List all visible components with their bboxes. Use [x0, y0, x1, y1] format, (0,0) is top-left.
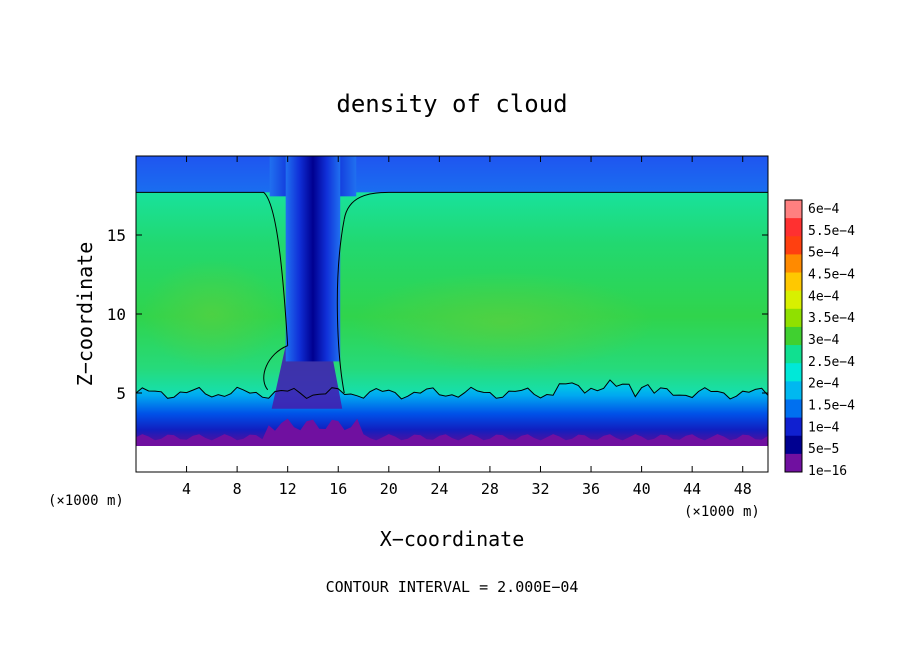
cloud-core-left [141, 259, 282, 369]
colorbar-label: 3e−4 [808, 333, 839, 348]
colorbar-frame [784, 199, 803, 473]
y-tick-label: 10 [107, 305, 126, 324]
cloud-core-right [352, 271, 653, 372]
x-tick-label: 8 [233, 480, 242, 498]
x-tick-label: 40 [633, 480, 651, 498]
x-unit-left: (×1000 m) [48, 493, 124, 509]
x-tick-label: 16 [329, 480, 347, 498]
colorbar-segment [785, 326, 802, 346]
colorbar: 6e−4 5.5e−4 5e−4 4.5e−4 4e−4 3.5e−4 3e−4 2.5e−4… [784, 199, 855, 479]
purple-fringe [136, 418, 768, 446]
colorbar-segment [785, 200, 802, 219]
colorbar-label: 2e−4 [808, 377, 839, 392]
y-tick-label: 5 [116, 384, 126, 403]
colorbar-label: 6e−4 [808, 202, 839, 217]
x-axis-label: X−coordinate [380, 527, 525, 551]
colorbar-segment [785, 345, 802, 364]
colorbar-segment [785, 218, 802, 237]
x-tick-label: 28 [481, 480, 499, 498]
colorbar-segment [785, 399, 802, 419]
colorbar-segment [785, 254, 802, 274]
x-tick-label: 24 [430, 480, 448, 498]
x-tick-label: 44 [683, 480, 701, 498]
contour-column-right [336, 219, 345, 394]
clear-column-core [285, 156, 341, 362]
x-ticks: 4 8 12 16 20 24 28 32 36 40 44 48 [182, 156, 752, 498]
colorbar-label: 5e−5 [808, 442, 839, 457]
colorbar-segment [785, 236, 802, 255]
contour-top [136, 191, 768, 346]
chart-title: density of cloud [336, 90, 567, 118]
x-tick-label: 12 [279, 480, 297, 498]
contour-base [136, 379, 768, 400]
colorbar-segment [785, 453, 802, 473]
x-tick-label: 32 [531, 480, 549, 498]
colorbar-label: 1e−16 [808, 464, 847, 479]
x-tick-label: 36 [582, 480, 600, 498]
colorbar-segment [785, 381, 802, 400]
x-tick-label: 4 [182, 480, 191, 498]
x-unit-right: (×1000 m) [684, 504, 760, 520]
colorbar-label: 5.5e−4 [808, 224, 855, 239]
colorbar-segment [785, 308, 802, 328]
colorbar-label: 2.5e−4 [808, 355, 855, 370]
x-tick-label: 20 [380, 480, 398, 498]
plot-field [136, 156, 768, 472]
colorbar-segment [785, 272, 802, 292]
colorbar-label: 4e−4 [808, 289, 839, 304]
contour-column-left [263, 345, 288, 391]
colorbar-label: 5e−4 [808, 246, 839, 261]
y-tick-label: 15 [107, 226, 126, 245]
y-ticks: 5 10 15 [107, 226, 768, 403]
y-axis-label: Z−coordinate [73, 242, 97, 387]
colorbar-segment [785, 435, 802, 455]
colorbar-label: 4.5e−4 [808, 268, 855, 283]
colorbar-segment [785, 290, 802, 310]
x-tick-label: 48 [734, 480, 752, 498]
colorbar-label: 1.5e−4 [808, 399, 855, 414]
contour-interval-note: CONTOUR INTERVAL = 2.000E−04 [326, 578, 579, 596]
colorbar-label: 1e−4 [808, 420, 839, 435]
colorbar-segment [785, 363, 802, 382]
ground-clear-region [136, 441, 768, 472]
colorbar-label: 3.5e−4 [808, 311, 855, 326]
colorbar-segment [785, 417, 802, 437]
